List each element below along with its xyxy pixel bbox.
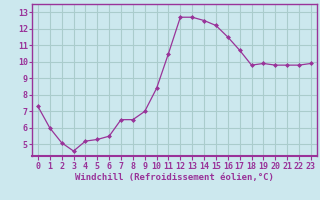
X-axis label: Windchill (Refroidissement éolien,°C): Windchill (Refroidissement éolien,°C) <box>75 173 274 182</box>
